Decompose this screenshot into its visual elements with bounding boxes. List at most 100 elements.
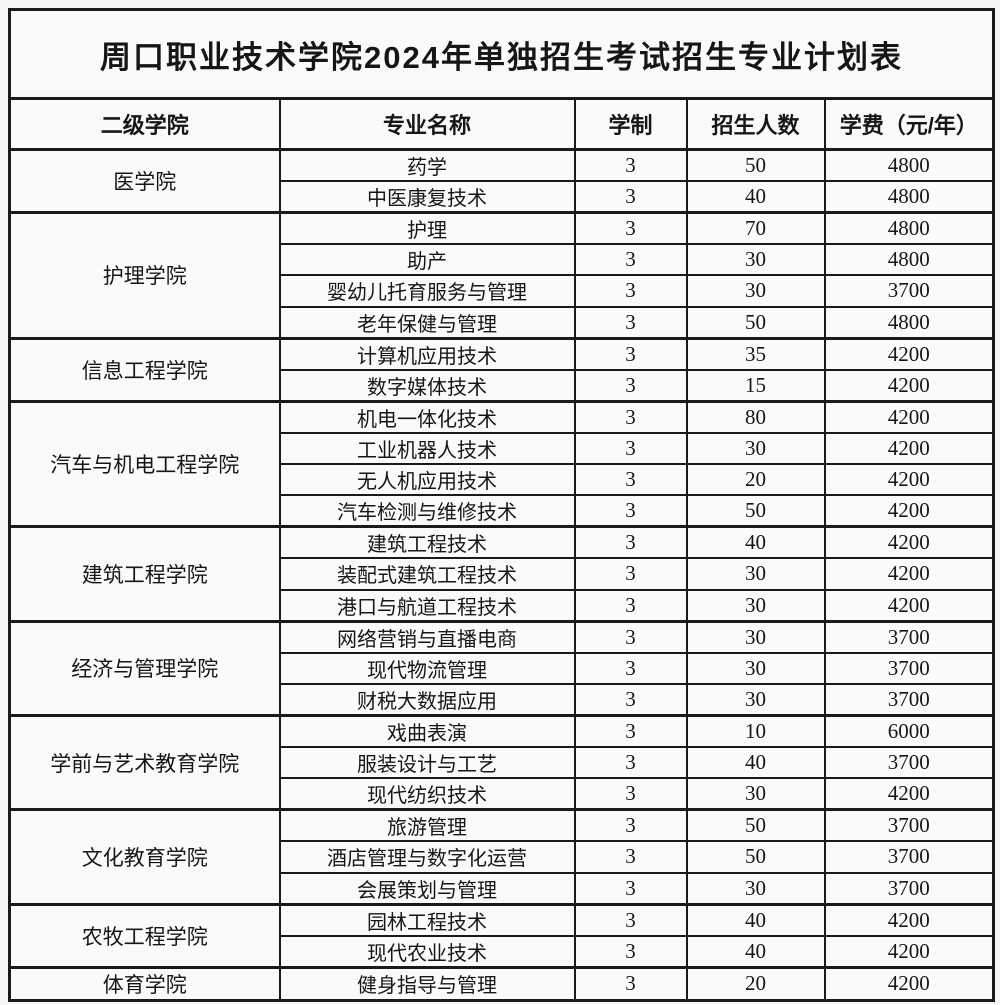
table-row: 婴幼儿托育服务与管理 3 30 3700: [10, 274, 995, 308]
enrollment-cell: 30: [685, 274, 826, 308]
admissions-plan-table: 周口职业技术学院2024年单独招生考试招生专业计划表 二级学院 专业名称 学制 …: [8, 8, 996, 1002]
college-cell: 农牧工程学院: [8, 902, 281, 969]
major-cell: 现代纺织技术: [278, 777, 576, 811]
duration-cell: 3: [573, 777, 688, 811]
college-cell: 体育学院: [8, 965, 281, 1002]
tuition-cell: 4200: [823, 368, 995, 403]
enrollment-cell: 70: [685, 211, 826, 246]
table-row: 酒店管理与数字化运营 3 50 3700: [10, 840, 995, 874]
table-row: 汽车检测与维修技术 3 50 4200: [10, 494, 995, 528]
tuition-cell: 4800: [823, 305, 995, 340]
enrollment-cell: 30: [685, 588, 826, 623]
table-row: 信息工程学院 计算机应用技术 3 35 4200: [8, 336, 995, 403]
duration-cell: 3: [573, 808, 688, 843]
header-enrollment: 招生人数: [685, 97, 826, 151]
tuition-cell: 4800: [823, 180, 995, 214]
tuition-cell: 4200: [823, 934, 995, 969]
table-row: 装配式建筑工程技术 3 30 4200: [10, 557, 995, 591]
table-row: 农牧工程学院 园林工程技术 3 40 4200: [8, 902, 995, 969]
major-cell: 园林工程技术: [278, 902, 576, 937]
title-row: 周口职业技术学院2024年单独招生考试招生专业计划表: [8, 8, 995, 100]
tuition-cell: 4200: [823, 965, 995, 1002]
table-row: 无人机应用技术 3 20 4200: [10, 463, 995, 497]
enrollment-cell: 30: [685, 619, 826, 654]
college-cell: 经济与管理学院: [8, 619, 281, 717]
duration-cell: 3: [573, 713, 688, 749]
enrollment-cell: 40: [685, 180, 826, 214]
header-row: 二级学院 专业名称 学制 招生人数 学费（元/年）: [8, 97, 995, 151]
tuition-cell: 4200: [823, 588, 995, 623]
duration-cell: 3: [573, 431, 688, 466]
major-cell: 护理: [278, 211, 576, 246]
table-row: 财税大数据应用 3 30 3700: [10, 682, 995, 717]
duration-cell: 3: [573, 274, 688, 308]
duration-cell: 3: [573, 934, 688, 969]
table-row: 文化教育学院 旅游管理 3 50 3700: [8, 808, 995, 906]
duration-cell: 3: [573, 965, 688, 1002]
major-cell: 戏曲表演: [278, 713, 576, 749]
enrollment-cell: 15: [685, 368, 826, 403]
major-cell: 健身指导与管理: [278, 965, 576, 1002]
enrollment-cell: 20: [685, 463, 826, 497]
table-row: 建筑工程学院 建筑工程技术 3 40 4200: [8, 525, 995, 623]
tuition-cell: 4800: [823, 243, 995, 277]
college-cell: 护理学院: [8, 211, 281, 340]
table-row: 老年保健与管理 3 50 4800: [10, 305, 995, 340]
duration-cell: 3: [573, 305, 688, 340]
enrollment-cell: 30: [685, 557, 826, 591]
duration-cell: 3: [573, 557, 688, 591]
table-row: 现代纺织技术 3 30 4200: [10, 777, 995, 811]
table-row: 汽车与机电工程学院 机电一体化技术 3 80 4200: [8, 399, 995, 528]
duration-cell: 3: [573, 746, 688, 780]
header-major: 专业名称: [278, 97, 576, 151]
major-cell: 建筑工程技术: [278, 525, 576, 560]
duration-cell: 3: [573, 840, 688, 874]
duration-cell: 3: [573, 399, 688, 434]
duration-cell: 3: [573, 588, 688, 623]
tuition-cell: 3700: [823, 651, 995, 685]
tuition-cell: 3700: [823, 746, 995, 780]
enrollment-cell: 50: [685, 148, 826, 183]
major-cell: 汽车检测与维修技术: [278, 494, 576, 528]
major-cell: 中医康复技术: [278, 180, 576, 214]
table-row: 医学院 药学 3 50 4800: [8, 147, 995, 214]
tuition-cell: 4200: [823, 463, 995, 497]
enrollment-cell: 30: [685, 871, 826, 906]
duration-cell: 3: [573, 651, 688, 685]
duration-cell: 3: [573, 682, 688, 717]
duration-cell: 3: [573, 211, 688, 246]
major-cell: 助产: [278, 243, 576, 277]
enrollment-cell: 20: [685, 965, 826, 1002]
duration-cell: 3: [573, 368, 688, 403]
enrollment-cell: 50: [685, 494, 826, 528]
duration-cell: 3: [573, 494, 688, 528]
tuition-cell: 4200: [823, 494, 995, 528]
major-cell: 数字媒体技术: [278, 368, 576, 403]
table-row: 学前与艺术教育学院 戏曲表演 3 10 6000: [8, 713, 995, 811]
tuition-cell: 4200: [823, 431, 995, 466]
header-tuition: 学费（元/年）: [823, 97, 995, 151]
enrollment-cell: 40: [685, 525, 826, 560]
major-cell: 酒店管理与数字化运营: [278, 840, 576, 874]
enrollment-cell: 30: [685, 651, 826, 685]
duration-cell: 3: [573, 336, 688, 371]
table-row: 港口与航道工程技术 3 30 4200: [10, 588, 995, 623]
major-cell: 港口与航道工程技术: [278, 588, 576, 623]
major-cell: 药学: [278, 148, 576, 183]
enrollment-cell: 50: [685, 840, 826, 874]
table-row: 中医康复技术 3 40 4800: [10, 180, 995, 214]
duration-cell: 3: [573, 243, 688, 277]
major-cell: 无人机应用技术: [278, 463, 576, 497]
college-cell: 信息工程学院: [8, 336, 281, 403]
college-cell: 建筑工程学院: [8, 525, 281, 623]
duration-cell: 3: [573, 902, 688, 937]
duration-cell: 3: [573, 463, 688, 497]
duration-cell: 3: [573, 619, 688, 654]
major-cell: 工业机器人技术: [278, 431, 576, 466]
enrollment-cell: 50: [685, 305, 826, 340]
enrollment-cell: 10: [685, 713, 826, 749]
tuition-cell: 3700: [823, 619, 995, 654]
tuition-cell: 4800: [823, 211, 995, 246]
college-cell: 文化教育学院: [8, 808, 281, 906]
